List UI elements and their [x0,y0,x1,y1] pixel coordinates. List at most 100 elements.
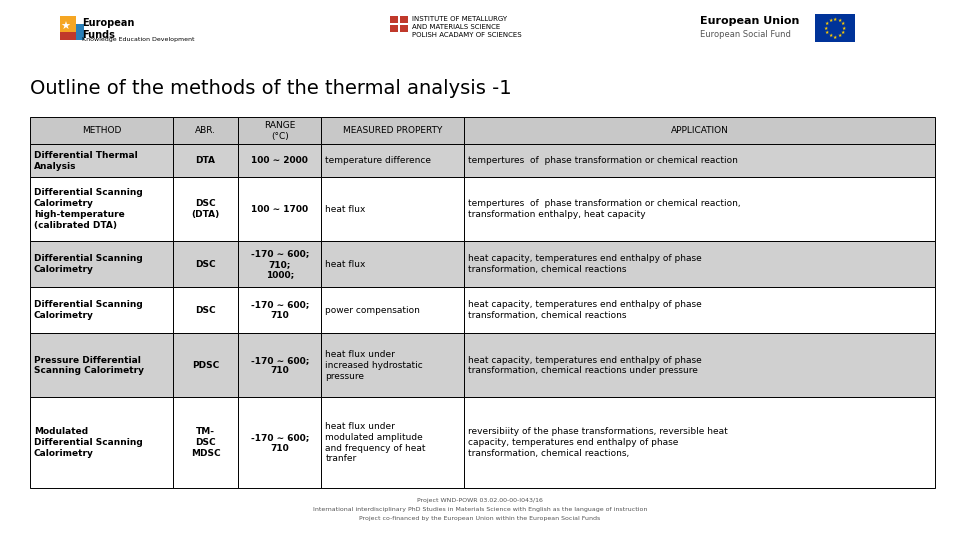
Text: PDSC: PDSC [192,361,219,370]
Bar [30,287,173,333]
Bar [30,144,173,177]
Bar [30,177,173,241]
Text: Project co-financed by the European Union within the European Social Funds: Project co-financed by the European Unio… [359,516,601,521]
Bar [465,144,935,177]
Text: European Union: European Union [700,16,800,26]
Text: heat flux under
modulated amplitude
and frequency of heat
tranfer: heat flux under modulated amplitude and … [325,422,426,463]
Text: ★: ★ [825,21,829,26]
Text: heat flux: heat flux [325,260,366,269]
Bar [238,241,322,287]
Bar [390,25,398,32]
Bar [322,144,465,177]
Text: ★: ★ [833,17,837,22]
Bar [238,177,322,241]
Bar [30,117,173,144]
Bar [815,14,855,42]
Bar [400,25,408,32]
Text: INSTITUTE OF METALLURGY
AND MATERIALS SCIENCE
POLISH ACADAMY OF SCIENCES: INSTITUTE OF METALLURGY AND MATERIALS SC… [412,16,521,38]
Text: DSC: DSC [195,306,216,315]
Text: ★: ★ [837,33,842,38]
Bar [60,32,76,40]
Text: TM-
DSC
MDSC: TM- DSC MDSC [191,428,221,458]
Bar [465,177,935,241]
Bar [322,177,465,241]
Text: ★: ★ [825,30,829,35]
Bar [322,117,465,144]
Bar [60,16,76,32]
Bar [465,287,935,333]
Text: heat capacity, temperatures end enthalpy of phase
transformation, chemical react: heat capacity, temperatures end enthalpy… [468,355,702,375]
Bar [238,333,322,397]
Text: European
Funds: European Funds [82,18,134,40]
Bar [322,287,465,333]
Text: ★: ★ [824,25,828,30]
Text: tempertures  of  phase transformation or chemical reaction: tempertures of phase transformation or c… [468,156,738,165]
Text: MEASURED PROPERTY: MEASURED PROPERTY [344,126,443,135]
Text: -170 ∼ 600;
710;
1000;: -170 ∼ 600; 710; 1000; [251,249,309,279]
Text: Knowledge Education Development: Knowledge Education Development [82,37,195,42]
Text: DSC
(DTA): DSC (DTA) [191,199,220,219]
Text: Outline of the methods of the thermal analysis -1: Outline of the methods of the thermal an… [30,79,512,98]
Bar [465,241,935,287]
Text: APPLICATION: APPLICATION [671,126,729,135]
Bar [390,16,398,23]
Text: DTA: DTA [196,156,216,165]
Text: METHOD: METHOD [82,126,121,135]
Text: ★: ★ [842,25,846,30]
Text: ★: ★ [841,30,845,35]
Bar [238,117,322,144]
Text: ★: ★ [837,18,842,23]
Bar [400,16,408,23]
Text: heat flux under
increased hydrostatic
pressure: heat flux under increased hydrostatic pr… [325,350,423,381]
Bar [238,287,322,333]
Text: Modulated
Differential Scanning
Calorimetry: Modulated Differential Scanning Calorime… [34,428,143,458]
Bar [30,333,173,397]
Bar [76,24,84,40]
Bar [173,144,238,177]
Text: ★: ★ [60,22,70,32]
Bar [30,397,173,488]
Bar [173,177,238,241]
Bar [30,241,173,287]
Bar [238,397,322,488]
Text: Pressure Differential
Scanning Calorimetry: Pressure Differential Scanning Calorimet… [34,355,144,375]
Text: tempertures  of  phase transformation or chemical reaction,
transformation entha: tempertures of phase transformation or c… [468,199,741,219]
Text: heat capacity, temperatures end enthalpy of phase
transformation, chemical react: heat capacity, temperatures end enthalpy… [468,254,702,274]
Bar [238,144,322,177]
Bar [322,333,465,397]
Text: power compensation: power compensation [325,306,420,315]
Text: DSC: DSC [195,260,216,269]
Text: ★: ★ [828,33,832,38]
Bar [465,117,935,144]
Bar [173,117,238,144]
Text: Differential Scanning
Calorimetry
high-temperature
(calibrated DTA): Differential Scanning Calorimetry high-t… [34,188,143,230]
Bar [322,241,465,287]
Text: International interdisciplinary PhD Studies in Materials Science with English as: International interdisciplinary PhD Stud… [313,507,647,512]
Text: Differential Scanning
Calorimetry: Differential Scanning Calorimetry [34,300,143,320]
Text: Project WND-POWR 03.02.00-00-I043/16: Project WND-POWR 03.02.00-00-I043/16 [417,498,543,503]
Text: 100 ∼ 2000: 100 ∼ 2000 [252,156,308,165]
Text: ★: ★ [833,35,837,39]
Text: European Social Fund: European Social Fund [700,30,791,39]
Text: 100 ∼ 1700: 100 ∼ 1700 [252,205,308,214]
Text: ABR.: ABR. [195,126,216,135]
Text: ★: ★ [828,18,832,23]
Bar [465,333,935,397]
Bar [322,397,465,488]
Text: Differential Scanning
Calorimetry: Differential Scanning Calorimetry [34,254,143,274]
Text: RANGE
(°C): RANGE (°C) [264,121,296,140]
Bar [465,397,935,488]
Bar [173,287,238,333]
Text: ★: ★ [841,21,845,26]
Text: Differential Thermal
Analysis: Differential Thermal Analysis [34,151,137,171]
Bar [173,241,238,287]
Bar [173,333,238,397]
Text: heat flux: heat flux [325,205,366,214]
Text: temperature difference: temperature difference [325,156,431,165]
Text: heat capacity, temperatures end enthalpy of phase
transformation, chemical react: heat capacity, temperatures end enthalpy… [468,300,702,320]
Bar [173,397,238,488]
Text: reversibiity of the phase transformations, reversible heat
capacity, temperature: reversibiity of the phase transformation… [468,428,728,458]
Text: -170 ∼ 600;
710: -170 ∼ 600; 710 [251,355,309,375]
Text: -170 ∼ 600;
710: -170 ∼ 600; 710 [251,300,309,320]
Text: -170 ∼ 600;
710: -170 ∼ 600; 710 [251,433,309,453]
